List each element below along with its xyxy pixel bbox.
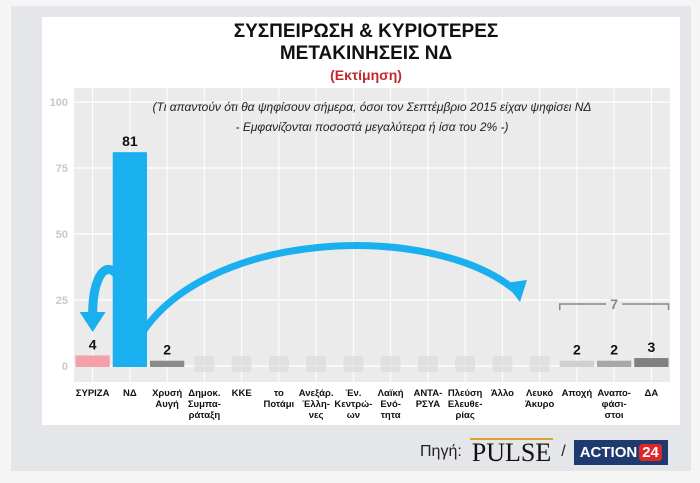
x-tick-label: Συμπα-	[188, 399, 221, 410]
party-logo	[492, 356, 513, 372]
x-tick-label: το	[274, 388, 284, 399]
x-tick-label: Άκυρο	[525, 399, 555, 410]
x-tick-label: ΔΑ	[645, 388, 659, 399]
bar	[149, 360, 185, 367]
x-tick-label: Ελευθε-	[448, 399, 482, 410]
bar	[559, 360, 595, 367]
group-bracket	[558, 303, 670, 310]
source-label: Πηγή:	[420, 443, 462, 460]
y-tick-label: 50	[56, 229, 68, 241]
group-label: 7	[610, 296, 618, 312]
x-tick-label: ρίας	[455, 410, 474, 421]
arrow-to-abstention	[134, 242, 518, 342]
footer: Πηγή: PULSE / ACTION 24	[420, 438, 668, 466]
plot-panel	[74, 88, 670, 382]
x-tick-label: Πλεύση	[448, 388, 483, 399]
chart-note: (Τι απαντούν ότι θα ψηφίσουν σήμερα, όσο…	[153, 100, 592, 114]
x-tick-label: Έν.	[345, 388, 361, 399]
party-logo	[529, 356, 550, 372]
data-label: 81	[122, 133, 138, 149]
bar	[596, 360, 632, 367]
x-tick-label: Κεντρώ-	[334, 399, 372, 410]
bar	[75, 355, 110, 367]
arrow-to-syriza	[88, 265, 135, 346]
x-tick-label: τητα	[381, 410, 401, 421]
chart-note: - Εμφανίζονται ποσοστά μεγαλύτερα ή ίσα …	[236, 120, 509, 134]
action24-logo: ACTION 24	[573, 439, 668, 465]
party-logo	[380, 356, 401, 372]
x-tick-label: Αποχή	[562, 388, 593, 399]
action-text: ACTION	[579, 443, 638, 461]
chart-title-line: ΜΕΤΑΚΙΝΗΣΕΙΣ ΝΔ	[280, 43, 452, 64]
x-tick-label: Λευκό	[526, 388, 553, 399]
x-tick-label: Άλλο	[491, 388, 514, 399]
x-tick-label: φάσι-	[602, 399, 627, 410]
y-tick-label: 25	[56, 295, 68, 307]
x-tick-label: Δημοκ.	[188, 388, 220, 399]
data-label: 4	[89, 336, 97, 352]
separator: /	[561, 443, 566, 460]
x-tick-label: Ανεξάρ.	[299, 388, 334, 399]
x-tick-label: Χρυσή	[152, 388, 182, 399]
data-label: 2	[573, 342, 581, 358]
arrowhead	[505, 280, 527, 302]
x-tick-label: στοι	[605, 410, 624, 421]
x-tick-label: Έλλη-	[302, 399, 330, 410]
x-tick-label: Λαϊκή	[378, 388, 404, 399]
x-tick-label: ΣΥΡΙΖΑ	[76, 388, 110, 399]
x-tick-label: Ενό-	[380, 399, 401, 410]
x-tick-label: ΡΣΥΑ	[416, 399, 441, 410]
party-logo	[455, 356, 476, 372]
x-tick-label: Αναπο-	[597, 388, 631, 399]
x-tick-label: ΑΝΤΑ-	[413, 388, 442, 399]
chart-title-line: ΣΥΣΠΕΙΡΩΣΗ & ΚΥΡΙΟΤΕΡΕΣ	[234, 21, 499, 42]
bar	[634, 358, 669, 367]
x-tick-label: ράταξη	[189, 410, 221, 421]
party-logo	[417, 356, 438, 372]
x-tick-label: ων	[347, 410, 360, 421]
chart-subtitle: (Εκτίμηση)	[330, 67, 402, 83]
y-tick-label: 100	[50, 97, 68, 109]
y-tick-label: 75	[56, 163, 68, 175]
party-logo	[268, 356, 289, 372]
pulse-logo: PULSE	[469, 438, 554, 467]
data-label: 2	[610, 342, 618, 358]
x-tick-label: Ποτάμι	[264, 399, 295, 410]
arrowhead	[79, 312, 106, 332]
x-tick-label: Αυγή	[155, 399, 179, 410]
action-num: 24	[639, 443, 662, 461]
x-tick-label: νες	[309, 410, 324, 421]
party-logo	[306, 356, 327, 372]
x-tick-label: ΝΔ	[123, 388, 137, 399]
data-label: 3	[647, 339, 655, 355]
party-logo	[231, 356, 252, 372]
party-logo	[343, 356, 364, 372]
y-tick-label: 0	[62, 361, 68, 373]
party-logo	[194, 356, 215, 372]
x-tick-label: ΚΚΕ	[232, 388, 252, 399]
data-label: 2	[163, 342, 171, 358]
